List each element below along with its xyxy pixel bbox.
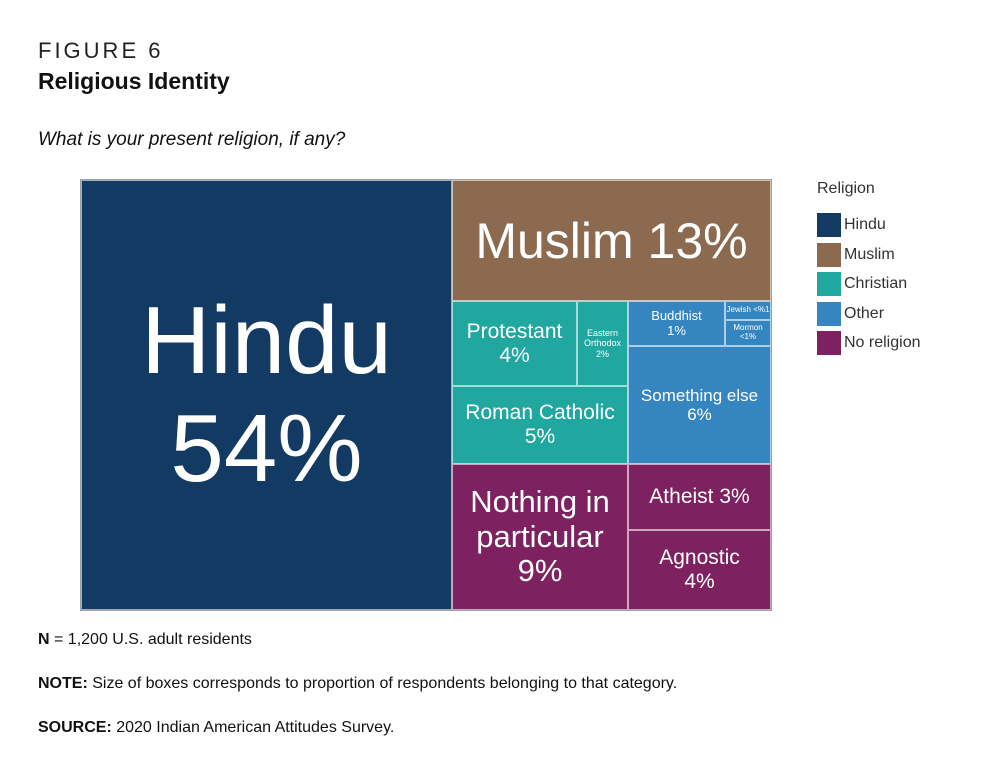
legend-label-hindu: Hindu (844, 216, 886, 233)
tile-label: Buddhist (651, 307, 702, 323)
tile-hindu: Hindu 54% (81, 180, 452, 610)
tile-label: Jewish <%1 (726, 305, 770, 315)
legend-swatch-muslim (817, 242, 841, 267)
treemap-chart: Hindu 54% Muslim 13% Protestant 4% Eastern Ort… (80, 179, 772, 611)
source-text: 2020 Indian American Attitudes Survey. (111, 719, 395, 736)
tile-nothing-in-particular: Nothing in particular 9% (452, 464, 628, 610)
tile-label: Hindu (141, 287, 392, 395)
tile-label: Something else (640, 385, 759, 405)
figure-question: What is your present religion, if any? (38, 129, 346, 150)
sample-size-note: N = 1,200 U.S. adult residents (38, 631, 677, 654)
legend-label-christian: Christian (844, 275, 908, 293)
legend-item-christian: Christian (817, 272, 920, 297)
tile-value: 4% (499, 343, 530, 367)
tile-jewish: Jewish <%1 (725, 301, 771, 320)
figure-title: Religious Identity (38, 68, 230, 94)
legend: Religion Hindu Muslim Christian Other No… (817, 180, 920, 361)
note-text: Size of boxes corresponds to proportion … (87, 675, 678, 692)
tile-value: 1% (667, 322, 686, 338)
legend-swatch-no-religion (817, 331, 841, 356)
legend-item-muslim: Muslim (817, 242, 920, 267)
tile-value: 4% (684, 570, 715, 593)
legend-label-no-religion: No religion (844, 334, 921, 352)
tile-label: Muslim 13% (475, 212, 748, 269)
tile-value: <1% (739, 332, 757, 341)
source-note: SOURCE: 2020 Indian American Attitudes S… (38, 719, 677, 742)
tile-agnostic: Agnostic 4% (628, 530, 771, 610)
tile-atheist: Atheist 3% (628, 464, 771, 530)
tile-value: 2% (595, 348, 609, 359)
legend-item-other: Other (817, 301, 920, 326)
legend-swatch-christian (817, 272, 841, 297)
tile-value: 9% (517, 553, 563, 589)
tile-label: Mormon (733, 323, 763, 333)
tile-muslim: Muslim 13% (452, 180, 771, 301)
tile-label: Protestant (466, 319, 563, 343)
tile-buddhist: Buddhist 1% (628, 301, 725, 346)
tile-label: Nothing in (470, 483, 610, 519)
source-label: SOURCE: (38, 719, 112, 736)
tile-value: 6% (687, 405, 712, 424)
tile-value: 5% (524, 425, 556, 448)
legend-item-no-religion: No religion (817, 331, 921, 356)
tile-eastern-orthodox: Eastern Orthodox 2% (577, 301, 628, 386)
notes: N = 1,200 U.S. adult residents NOTE: Siz… (38, 631, 677, 763)
tile-label: Agnostic (659, 546, 740, 570)
tile-label: Orthodox (583, 338, 622, 349)
sample-size-text: = 1,200 U.S. adult residents (49, 631, 252, 648)
legend-label-other: Other (844, 304, 885, 322)
legend-swatch-hindu (817, 213, 841, 237)
note-label: NOTE: (38, 675, 88, 692)
tile-mormon: Mormon <1% (725, 320, 771, 346)
tile-something-else: Something else 6% (628, 346, 771, 464)
tile-value: 54% (170, 395, 363, 502)
note: NOTE: Size of boxes corresponds to propo… (38, 675, 677, 698)
tile-protestant: Protestant 4% (452, 301, 577, 386)
legend-swatch-other (817, 301, 841, 326)
tile-label: Atheist 3% (649, 485, 750, 509)
legend-item-hindu: Hindu (817, 213, 920, 237)
figure-label: FIGURE 6 (38, 38, 164, 63)
tile-label: Roman Catholic (465, 401, 615, 425)
legend-title: Religion (817, 180, 875, 197)
tile-label: particular (476, 518, 604, 554)
legend-label-muslim: Muslim (844, 245, 895, 263)
tile-label: Eastern (586, 328, 619, 339)
tile-roman-catholic: Roman Catholic 5% (452, 386, 628, 464)
sample-size-label: N (38, 631, 50, 648)
